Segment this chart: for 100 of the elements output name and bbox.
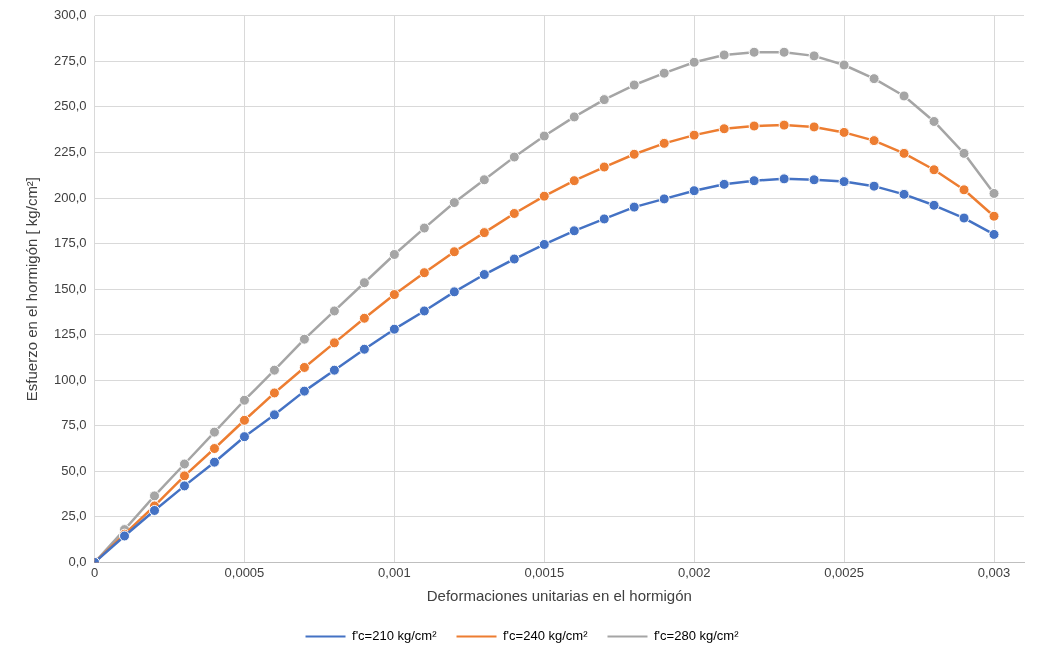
- point: [748, 175, 760, 187]
- point: [448, 197, 460, 209]
- point: [988, 210, 1000, 222]
- x-tick-label: 0,001: [378, 564, 411, 580]
- point: [538, 190, 550, 202]
- point: [958, 212, 970, 224]
- point: [208, 426, 220, 438]
- point: [718, 178, 730, 190]
- x-tick-label: 0,0005: [224, 564, 265, 580]
- point: [478, 174, 490, 186]
- point: [238, 414, 250, 426]
- point: [868, 135, 880, 147]
- y-axis-title: Esfuerzo en el hormigón [ kg/cm²]: [23, 176, 41, 402]
- point: [568, 175, 580, 187]
- point: [508, 207, 520, 219]
- point: [808, 174, 820, 186]
- point: [898, 90, 910, 102]
- point: [149, 490, 160, 502]
- point: [958, 184, 970, 196]
- point: [778, 119, 790, 131]
- point: [778, 173, 790, 185]
- x-axis-title: Deformaciones unitarias en el hormigón: [426, 587, 692, 605]
- y-tick-label: 75,0: [61, 417, 87, 433]
- point: [448, 246, 460, 258]
- point: [718, 49, 730, 61]
- point: [478, 269, 490, 281]
- y-tick-label: 150,0: [53, 280, 87, 296]
- point: [508, 253, 520, 265]
- point: [658, 193, 670, 205]
- point: [208, 443, 220, 455]
- point: [868, 180, 880, 192]
- point: [358, 343, 370, 355]
- x-tick-label: 0,0025: [824, 564, 864, 580]
- y-tick-label: 175,0: [53, 235, 87, 251]
- y-tick-label: 250,0: [53, 98, 87, 114]
- point: [898, 147, 910, 159]
- y-tick-label: 200,0: [53, 189, 87, 205]
- point: [538, 130, 550, 142]
- x-tick-label: 0: [90, 564, 99, 580]
- point: [328, 305, 340, 317]
- point: [688, 185, 700, 197]
- point: [568, 225, 580, 237]
- point: [808, 121, 820, 133]
- x-tick-label: 0,0015: [524, 564, 565, 580]
- point: [328, 337, 340, 349]
- point: [598, 94, 610, 106]
- point: [298, 333, 310, 345]
- point: [358, 312, 370, 324]
- point: [718, 123, 730, 135]
- point: [898, 188, 910, 200]
- point: [868, 73, 880, 85]
- point: [748, 46, 760, 58]
- legend-label: f'c=210 kg/cm²: [352, 628, 438, 644]
- point: [298, 361, 310, 373]
- point: [688, 129, 700, 141]
- point: [268, 387, 280, 399]
- y-tick-label: 275,0: [53, 52, 87, 68]
- point: [508, 151, 520, 163]
- point: [418, 222, 430, 234]
- point: [628, 201, 640, 213]
- point: [388, 248, 400, 260]
- point: [628, 79, 640, 91]
- point: [778, 46, 790, 58]
- point: [838, 59, 850, 71]
- y-tick-label: 125,0: [53, 326, 87, 342]
- point: [598, 213, 610, 225]
- point: [328, 364, 340, 376]
- point: [928, 115, 940, 127]
- point: [208, 456, 220, 468]
- point: [298, 385, 310, 397]
- point: [658, 67, 670, 79]
- x-tick-label: 0,002: [677, 564, 711, 580]
- y-tick-label: 300,0: [53, 7, 87, 23]
- point: [418, 305, 430, 317]
- point: [418, 267, 430, 279]
- legend-label: f'c=240 kg/cm²: [503, 628, 589, 644]
- point: [928, 164, 940, 176]
- legend-label: f'c=280 kg/cm²: [653, 628, 740, 644]
- point: [538, 238, 550, 250]
- point: [628, 148, 640, 160]
- y-tick-label: 50,0: [61, 462, 87, 478]
- point: [388, 323, 400, 335]
- point: [149, 504, 160, 516]
- point: [598, 161, 610, 173]
- point: [928, 199, 940, 211]
- point: [568, 111, 580, 123]
- point: [988, 228, 1000, 240]
- point: [358, 277, 370, 289]
- point: [838, 126, 850, 138]
- y-tick-label: 225,0: [53, 144, 87, 160]
- point: [478, 227, 490, 239]
- point: [238, 431, 250, 443]
- point: [688, 56, 700, 68]
- point: [388, 289, 400, 301]
- x-tick-label: 0,003: [977, 564, 1011, 580]
- point: [238, 394, 250, 406]
- point: [958, 147, 970, 159]
- point: [988, 187, 1000, 199]
- point: [178, 480, 190, 492]
- point: [178, 458, 190, 470]
